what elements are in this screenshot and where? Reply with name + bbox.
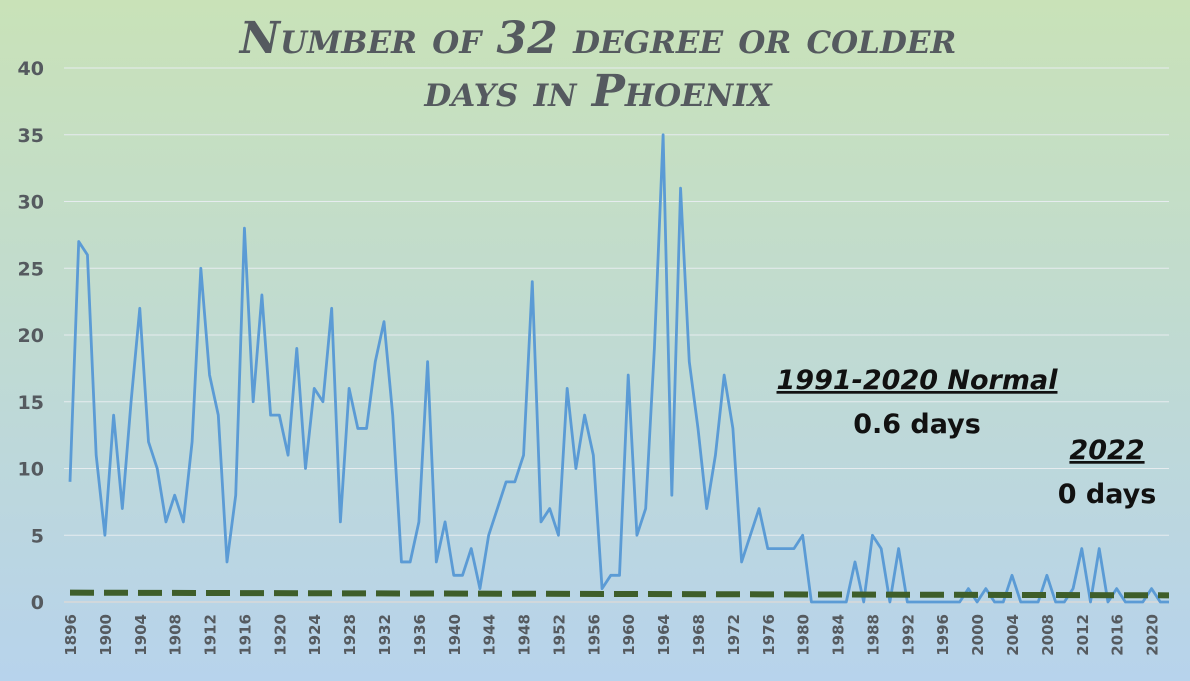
x-tick-label-1932: 1932 — [376, 614, 394, 656]
x-tick-label-1956: 1956 — [585, 614, 603, 656]
y-tick-label-5: 5 — [31, 525, 44, 547]
annotation-normal: 1991-2020 Normal 0.6 days — [777, 365, 1059, 440]
x-tick-label-1928: 1928 — [341, 614, 359, 656]
annotation-normal-value: 0.6 days — [853, 409, 981, 440]
y-tick-label-10: 10 — [18, 459, 44, 481]
x-tick-label-1940: 1940 — [446, 614, 464, 656]
annotation-2022: 2022 0 days — [1058, 435, 1157, 510]
annotation-2022-value: 0 days — [1058, 479, 1157, 510]
y-tick-label-0: 0 — [31, 592, 44, 614]
x-tick-label-1976: 1976 — [760, 614, 778, 656]
y-tick-label-20: 20 — [18, 325, 44, 347]
x-tick-label-1896: 1896 — [62, 614, 80, 656]
x-tick-label-1944: 1944 — [481, 614, 499, 656]
x-tick-label-1952: 1952 — [550, 614, 568, 656]
x-tick-label-2008: 2008 — [1039, 614, 1057, 656]
x-tick-label-2000: 2000 — [969, 614, 987, 656]
x-tick-label-2020: 2020 — [1144, 614, 1162, 656]
x-tick-label-2012: 2012 — [1074, 614, 1092, 656]
x-tick-label-1920: 1920 — [271, 614, 289, 656]
x-tick-label-1988: 1988 — [864, 614, 882, 656]
x-tick-label-1916: 1916 — [236, 614, 254, 656]
plot-area — [68, 133, 1170, 604]
x-tick-label-1924: 1924 — [306, 614, 324, 656]
normal-dashed-line — [69, 589, 1170, 599]
x-tick-label-2016: 2016 — [1109, 614, 1127, 656]
x-tick-label-2004: 2004 — [1004, 614, 1022, 656]
cold-days-line — [68, 133, 1169, 604]
y-tick-label-30: 30 — [18, 192, 44, 214]
x-tick-label-1904: 1904 — [132, 614, 150, 656]
y-tick-label-25: 25 — [18, 258, 44, 280]
y-tick-label-40: 40 — [18, 58, 44, 80]
annotation-normal-heading: 1991-2020 Normal — [777, 365, 1059, 396]
y-tick-label-35: 35 — [18, 125, 44, 147]
x-tick-label-1908: 1908 — [167, 614, 185, 656]
annotation-2022-heading: 2022 — [1069, 435, 1144, 466]
x-tick-label-1948: 1948 — [516, 614, 534, 656]
x-axis: 1896 1900 1904 1908 1912 1916 1920 1924 1928 1932… — [62, 601, 1169, 656]
chart-title-line-2: days in Phoenix — [423, 66, 773, 117]
x-tick-label-1996: 1996 — [934, 614, 952, 656]
y-axis: 0 5 10 15 20 25 30 35 40 — [18, 58, 44, 614]
x-tick-label-1980: 1980 — [795, 614, 813, 656]
x-tick-label-1984: 1984 — [830, 614, 848, 656]
x-tick-label-1964: 1964 — [655, 614, 673, 656]
x-tick-label-1968: 1968 — [690, 614, 708, 656]
x-tick-label-1900: 1900 — [97, 614, 115, 656]
x-tick-label-1972: 1972 — [725, 614, 743, 656]
x-tick-label-1936: 1936 — [411, 614, 429, 656]
x-tick-label-1912: 1912 — [202, 614, 220, 656]
chart-title: Number of 32 degree or colder days in Ph… — [238, 13, 957, 117]
x-tick-label-1960: 1960 — [620, 614, 638, 656]
chart-title-line-1: Number of 32 degree or colder — [238, 13, 957, 64]
y-tick-label-15: 15 — [18, 392, 44, 414]
x-tick-label-1992: 1992 — [899, 614, 917, 656]
